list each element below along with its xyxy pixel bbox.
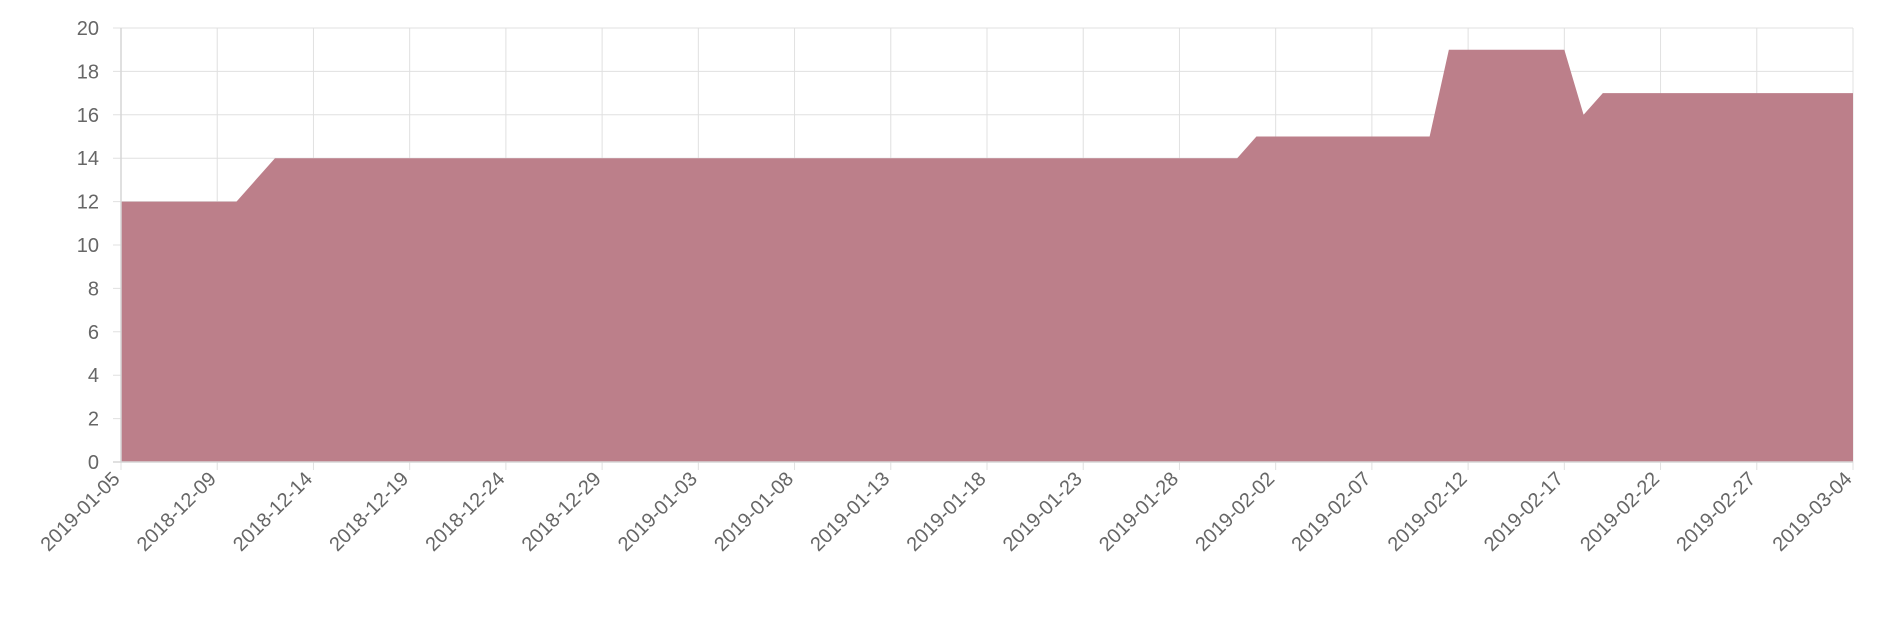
x-tick-label: 2019-01-08 [710, 468, 798, 556]
x-tick-label: 2018-12-19 [325, 468, 413, 556]
y-tick-label: 8 [88, 278, 99, 300]
x-tick-label: 2019-02-02 [1191, 468, 1279, 556]
x-tick-label: 2019-01-05 [37, 468, 125, 556]
x-tick-label: 2018-12-24 [422, 468, 510, 556]
x-tick-label: 2019-01-13 [806, 468, 894, 556]
x-tick-label: 2019-02-12 [1384, 468, 1472, 556]
x-tick-label: 2018-12-29 [518, 468, 606, 556]
x-tick-label: 2019-01-18 [903, 468, 991, 556]
y-tick-label: 14 [77, 148, 99, 170]
y-tick-label: 12 [77, 192, 99, 214]
axes [113, 28, 1853, 463]
y-tick-label: 16 [77, 105, 99, 127]
y-tick-label: 4 [88, 365, 99, 387]
x-tick-label: 2019-01-23 [999, 468, 1087, 556]
y-tick-label: 2 [88, 409, 99, 431]
y-tick-label: 0 [88, 452, 99, 474]
x-tick-label: 2019-02-17 [1480, 468, 1568, 556]
y-tick-label: 6 [88, 322, 99, 344]
x-tick-label: 2019-02-07 [1288, 468, 1376, 556]
y-tick-label: 10 [77, 235, 99, 257]
y-axis-labels: 0 2 4 6 8 10 12 14 16 18 20 [77, 18, 99, 474]
series-area [121, 49, 1853, 462]
series-layer [121, 49, 1853, 462]
x-tick-label: 2018-12-09 [133, 468, 221, 556]
x-tick-label: 2019-03-04 [1769, 468, 1857, 556]
x-tick-label: 2019-01-03 [614, 468, 702, 556]
y-tick-label: 20 [77, 18, 99, 40]
x-tick-label: 2018-12-14 [229, 468, 317, 556]
y-tick-label: 18 [77, 61, 99, 83]
x-tick-label: 2019-02-27 [1672, 468, 1760, 556]
x-axis-labels: 2019-01-05 2018-12-09 2018-12-14 2018-12-19… [37, 468, 1857, 556]
x-tick-label: 2019-01-28 [1095, 468, 1183, 556]
x-tick-label: 2019-02-22 [1576, 468, 1664, 556]
